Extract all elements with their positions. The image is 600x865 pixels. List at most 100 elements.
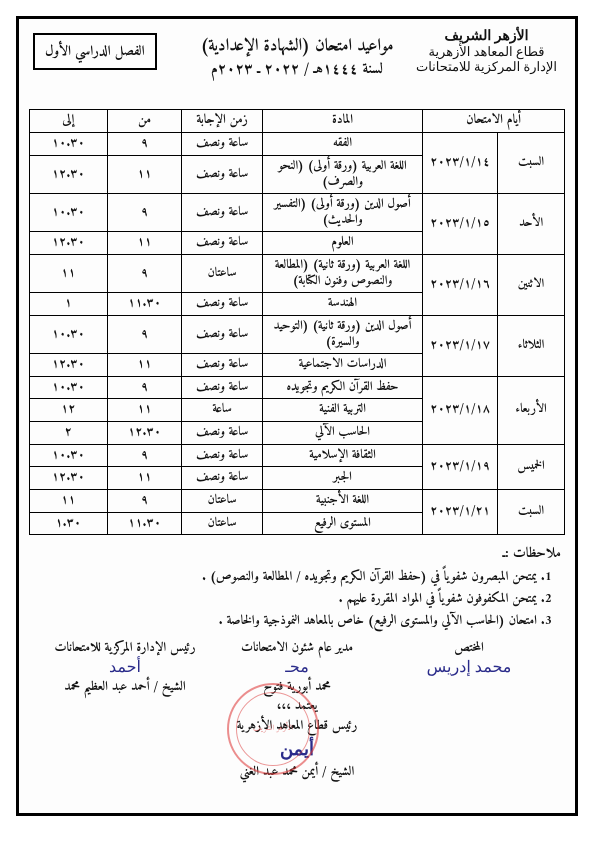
cell-to: ١٢.٣٠ <box>30 467 108 490</box>
org-block: الأزهر الشريف قطاع المعاهد الأزهرية الإد… <box>416 29 557 75</box>
cell-subject: الحاسب الآلي <box>262 422 423 445</box>
cell-subject: الثقافة الإسلامية <box>262 444 423 467</box>
cell-day: الأربعاء <box>498 376 565 444</box>
cell-subject: الهندسة <box>262 293 423 316</box>
cell-day: الأحد <box>498 194 565 255</box>
cell-subject: الدراسات الاجتماعية <box>262 354 423 377</box>
org-line-2: قطاع المعاهد الأزهرية <box>416 45 557 60</box>
col-days: أيام الامتحان <box>423 110 565 133</box>
cell-subject: حفظ القرآن الكريم وتجويده <box>262 376 423 399</box>
cell-dur: ساعتان <box>182 255 262 293</box>
cell-from: ١١ <box>107 354 182 377</box>
cell-to: ١٠.٣٠ <box>30 194 108 232</box>
sig3-name: الشيخ / أحمد عبد العظيم محمد <box>39 676 211 699</box>
cell-date: ٢٠٢٣/١/١٥ <box>423 194 498 255</box>
cell-dur: ساعة ونصف <box>182 293 262 316</box>
cell-from: ٩ <box>107 376 182 399</box>
cell-to: ١٠.٣٠ <box>30 376 108 399</box>
col-to: إلى <box>30 110 108 133</box>
col-from: من <box>107 110 182 133</box>
cell-from: ١١ <box>107 232 182 255</box>
sig1-title: المختص <box>383 637 555 660</box>
sig2-handwriting: محـ <box>211 660 383 676</box>
cell-date: ٢٠٢٣/١/١٩ <box>423 444 498 489</box>
cell-from: ١١.٣٠ <box>107 512 182 535</box>
notes-title: ملاحظات :ـ <box>503 541 561 566</box>
cell-to: ١٢.٣٠ <box>30 354 108 377</box>
schedule-table: أيام الامتحان المادة زمن الإجابة من إلى … <box>29 109 565 535</box>
org-line-3: الإدارة المركزية للامتحانات <box>416 60 557 75</box>
cell-to: ١٢.٣٠ <box>30 155 108 193</box>
cell-dur: ساعتان <box>182 512 262 535</box>
cell-dur: ساعة ونصف <box>182 467 262 490</box>
sig-col-3: رئيس الإدارة المركزية للامتحانات أحمد ال… <box>39 637 211 699</box>
cell-day: الاثنين <box>498 255 565 316</box>
cell-day: السبت <box>498 133 565 194</box>
cell-dur: ساعة ونصف <box>182 376 262 399</box>
cell-subject: الفقه <box>262 133 423 156</box>
cell-from: ١١ <box>107 399 182 422</box>
col-subject: المادة <box>262 110 423 133</box>
cell-subject: التربية الفنية <box>262 399 423 422</box>
cell-to: ٢ <box>30 422 108 445</box>
cell-from: ١١.٣٠ <box>107 293 182 316</box>
cell-dur: ساعة ونصف <box>182 444 262 467</box>
cell-subject: أصول الدين (ورقة ثانية) (التوحيد والسيرة… <box>262 315 423 353</box>
table-body: السبت٢٠٢٣/١/١٤الفقهساعة ونصف٩١٠.٣٠اللغة … <box>30 133 565 535</box>
cell-from: ٩ <box>107 315 182 353</box>
cell-date: ٢٠٢٣/١/١٤ <box>423 133 498 194</box>
page-frame: الأزهر الشريف قطاع المعاهد الأزهرية الإد… <box>16 16 578 816</box>
cell-day: السبت <box>498 489 565 534</box>
cell-to: ١٢ <box>30 399 108 422</box>
approval-block: الأزهر الشريف يعتمد ،،، رئيس قطاع المعاه… <box>29 697 565 783</box>
stamp-icon: الأزهر الشريف <box>227 683 319 775</box>
semester-box: الفصل الدراسي الأول <box>33 33 157 70</box>
cell-subject: أصول الدين (ورقة أولى) (التفسير والحديث) <box>262 194 423 232</box>
sig3-title: رئيس الإدارة المركزية للامتحانات <box>39 637 211 660</box>
cell-dur: ساعة ونصف <box>182 194 262 232</box>
notes-list: يمتحن المبصرون شفوياً في (حفظ القرآن الك… <box>33 568 537 632</box>
cell-to: ١١ <box>30 255 108 293</box>
sig2-title: مدير عام شئون الامتحانات <box>211 637 383 660</box>
table-row: الثلاثاء٢٠٢٣/١/١٧أصول الدين (ورقة ثانية)… <box>30 315 565 353</box>
cell-day: الخميس <box>498 444 565 489</box>
cell-dur: ساعة ونصف <box>182 354 262 377</box>
cell-to: ١١ <box>30 489 108 512</box>
cell-dur: ساعة ونصف <box>182 422 262 445</box>
cell-date: ٢٠٢٣/١/١٧ <box>423 315 498 376</box>
cell-from: ٩ <box>107 255 182 293</box>
cell-from: ٩ <box>107 133 182 156</box>
cell-to: ١.٣٠ <box>30 512 108 535</box>
cell-dur: ساعة <box>182 399 262 422</box>
cell-to: ١٢.٣٠ <box>30 232 108 255</box>
table-row: السبت٢٠٢٣/١/١٤الفقهساعة ونصف٩١٠.٣٠ <box>30 133 565 156</box>
table-row: السبت٢٠٢٣/١/٢١اللغة الأجنبيةساعتان٩١١ <box>30 489 565 512</box>
note-item: يمتحن المكفوفون شفوياً في المواد المقررة… <box>33 590 537 611</box>
cell-to: ١٠.٣٠ <box>30 133 108 156</box>
cell-from: ٩ <box>107 444 182 467</box>
notes: ملاحظات :ـ يمتحن المبصرون شفوياً في (حفظ… <box>29 543 565 632</box>
cell-subject: اللغة العربية (ورقة أولى) (النحو والصرف) <box>262 155 423 193</box>
org-line-1: الأزهر الشريف <box>416 29 557 45</box>
cell-day: الثلاثاء <box>498 315 565 376</box>
cell-from: ١٢.٣٠ <box>107 422 182 445</box>
header: الأزهر الشريف قطاع المعاهد الأزهرية الإد… <box>29 29 565 103</box>
sig3-handwriting: أحمد <box>39 660 211 676</box>
sig-col-1: المختص محمد إدريس <box>383 637 555 699</box>
cell-from: ٩ <box>107 194 182 232</box>
cell-from: ١١ <box>107 467 182 490</box>
cell-date: ٢٠٢٣/١/٢١ <box>423 489 498 534</box>
table-row: الأربعاء٢٠٢٣/١/١٨حفظ القرآن الكريم وتجوي… <box>30 376 565 399</box>
table-head: أيام الامتحان المادة زمن الإجابة من إلى <box>30 110 565 133</box>
cell-dur: ساعة ونصف <box>182 232 262 255</box>
table-row: الأحد٢٠٢٣/١/١٥أصول الدين (ورقة أولى) (ال… <box>30 194 565 232</box>
cell-subject: الجبر <box>262 467 423 490</box>
cell-dur: ساعتان <box>182 489 262 512</box>
cell-to: ١ <box>30 293 108 316</box>
cell-to: ١٠.٣٠ <box>30 444 108 467</box>
cell-dur: ساعة ونصف <box>182 133 262 156</box>
table-row: الاثنين٢٠٢٣/١/١٦اللغة العربية (ورقة ثاني… <box>30 255 565 293</box>
cell-subject: اللغة الأجنبية <box>262 489 423 512</box>
cell-dur: ساعة ونصف <box>182 315 262 353</box>
col-duration: زمن الإجابة <box>182 110 262 133</box>
